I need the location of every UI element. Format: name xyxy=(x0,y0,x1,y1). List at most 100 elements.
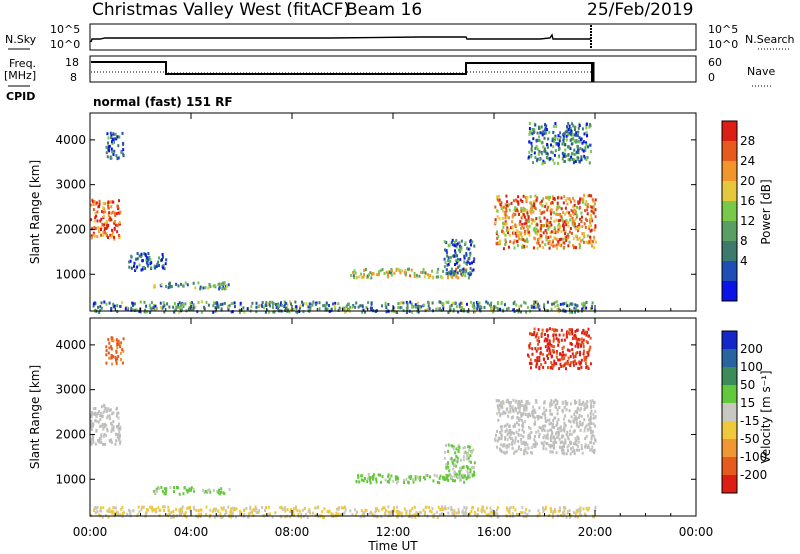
velocity-data-cell xyxy=(536,332,539,336)
velocity-data-cell xyxy=(522,515,525,519)
power-data-cell xyxy=(568,158,571,162)
power-data-cell xyxy=(406,302,409,306)
power-data-cell xyxy=(562,211,565,214)
velocity-data-cell xyxy=(377,509,380,513)
power-data-cell xyxy=(410,302,413,306)
power-data-cell xyxy=(212,310,215,314)
power-data-cell xyxy=(446,276,449,280)
power-data-cell xyxy=(289,300,292,304)
velocity-data-cell xyxy=(160,486,163,490)
velocity-data-cell xyxy=(538,359,541,363)
power-data-cell xyxy=(581,307,584,311)
velocity-data-cell xyxy=(589,448,592,452)
power-data-cell xyxy=(362,275,365,279)
power-data-cell xyxy=(588,225,591,229)
power-data-cell xyxy=(243,310,246,314)
power-data-cell xyxy=(108,211,111,215)
power-data-cell xyxy=(144,308,147,312)
power-data-cell xyxy=(545,124,548,128)
power-data-cell xyxy=(455,305,458,309)
power-data-cell xyxy=(215,302,218,305)
power-data-cell xyxy=(541,133,544,137)
velocity-data-cell xyxy=(496,404,499,408)
power-data-cell xyxy=(347,307,349,311)
velocity-data-cell xyxy=(454,515,457,519)
power-data-cell xyxy=(579,239,582,243)
velocity-data-cell xyxy=(532,443,535,447)
velocity-data-cell xyxy=(436,474,438,478)
velocity-data-cell xyxy=(557,358,560,362)
velocity-data-cell xyxy=(563,429,566,433)
velocity-data-cell xyxy=(235,515,237,519)
velocity-data-cell xyxy=(552,422,554,426)
velocity-data-cell xyxy=(586,405,589,409)
velocity-data-cell xyxy=(508,401,510,405)
velocity-data-cell xyxy=(507,410,510,414)
power-data-cell xyxy=(108,301,111,305)
power-data-cell xyxy=(400,306,403,310)
velocity-data-cell xyxy=(471,474,474,478)
power-data-cell xyxy=(574,140,577,144)
power-data-cell xyxy=(400,301,403,305)
power-data-cell xyxy=(445,251,448,255)
power-data-cell xyxy=(520,237,523,241)
power-data-cell xyxy=(581,302,584,306)
power-data-cell xyxy=(138,263,141,267)
velocity-data-cell xyxy=(459,477,462,481)
power-data-cell xyxy=(166,302,169,306)
velocity-data-cell xyxy=(566,511,569,515)
velocity-data-cell xyxy=(528,344,531,348)
power-data-cell xyxy=(551,201,554,204)
power-data-cell xyxy=(472,306,475,310)
power-data-cell xyxy=(539,229,542,233)
velocity-data-cell xyxy=(436,480,439,484)
velocity-data-cell xyxy=(580,337,583,341)
power-data-cell xyxy=(525,224,528,228)
velocity-data-cell xyxy=(554,398,557,402)
velocity-data-cell xyxy=(545,408,548,412)
velocity-data-cell xyxy=(554,416,557,420)
velocity-data-cell xyxy=(314,506,317,510)
velocity-data-cell xyxy=(357,475,360,479)
power-data-cell xyxy=(107,136,110,140)
velocity-data-cell xyxy=(494,437,497,441)
velocity-data-cell xyxy=(562,333,565,337)
power-data-cell xyxy=(450,267,453,271)
velocity-data-cell xyxy=(114,442,117,446)
power-data-cell xyxy=(447,244,450,248)
power-data-cell xyxy=(393,271,396,275)
velocity-data-cell xyxy=(231,511,234,515)
velocity-data-cell xyxy=(561,451,564,455)
power-data-cell xyxy=(199,287,202,291)
velocity-data-cell xyxy=(564,361,567,365)
velocity-data-cell xyxy=(465,511,468,515)
velocity-data-cell xyxy=(120,507,123,511)
power-data-cell xyxy=(533,130,536,134)
power-data-cell xyxy=(139,310,142,314)
velocity-data-cell xyxy=(225,511,228,515)
power-data-cell xyxy=(549,231,552,235)
power-data-cell xyxy=(473,244,476,248)
velocity-data-cell xyxy=(208,515,211,519)
power-data-cell xyxy=(585,143,588,147)
velocity-data-cell xyxy=(473,466,476,470)
velocity-data-cell xyxy=(571,348,574,352)
power-data-cell xyxy=(429,274,432,278)
velocity-data-cell xyxy=(504,435,507,439)
power-data-cell xyxy=(182,305,185,309)
power-data-cell xyxy=(458,305,461,309)
power-data-cell xyxy=(547,195,550,199)
velocity-data-cell xyxy=(543,429,546,432)
velocity-data-cell xyxy=(534,440,537,444)
power-data-cell xyxy=(309,306,312,310)
velocity-data-cell xyxy=(396,481,398,485)
velocity-data-cell xyxy=(563,445,566,448)
power-data-cell xyxy=(470,300,473,304)
velocity-data-cell xyxy=(569,364,572,367)
velocity-data-cell xyxy=(522,412,525,416)
velocity-data-cell xyxy=(107,351,110,355)
power-data-cell xyxy=(520,226,523,230)
velocity-data-cell xyxy=(571,450,574,454)
power-data-cell xyxy=(423,275,426,279)
power-data-cell xyxy=(591,205,594,209)
